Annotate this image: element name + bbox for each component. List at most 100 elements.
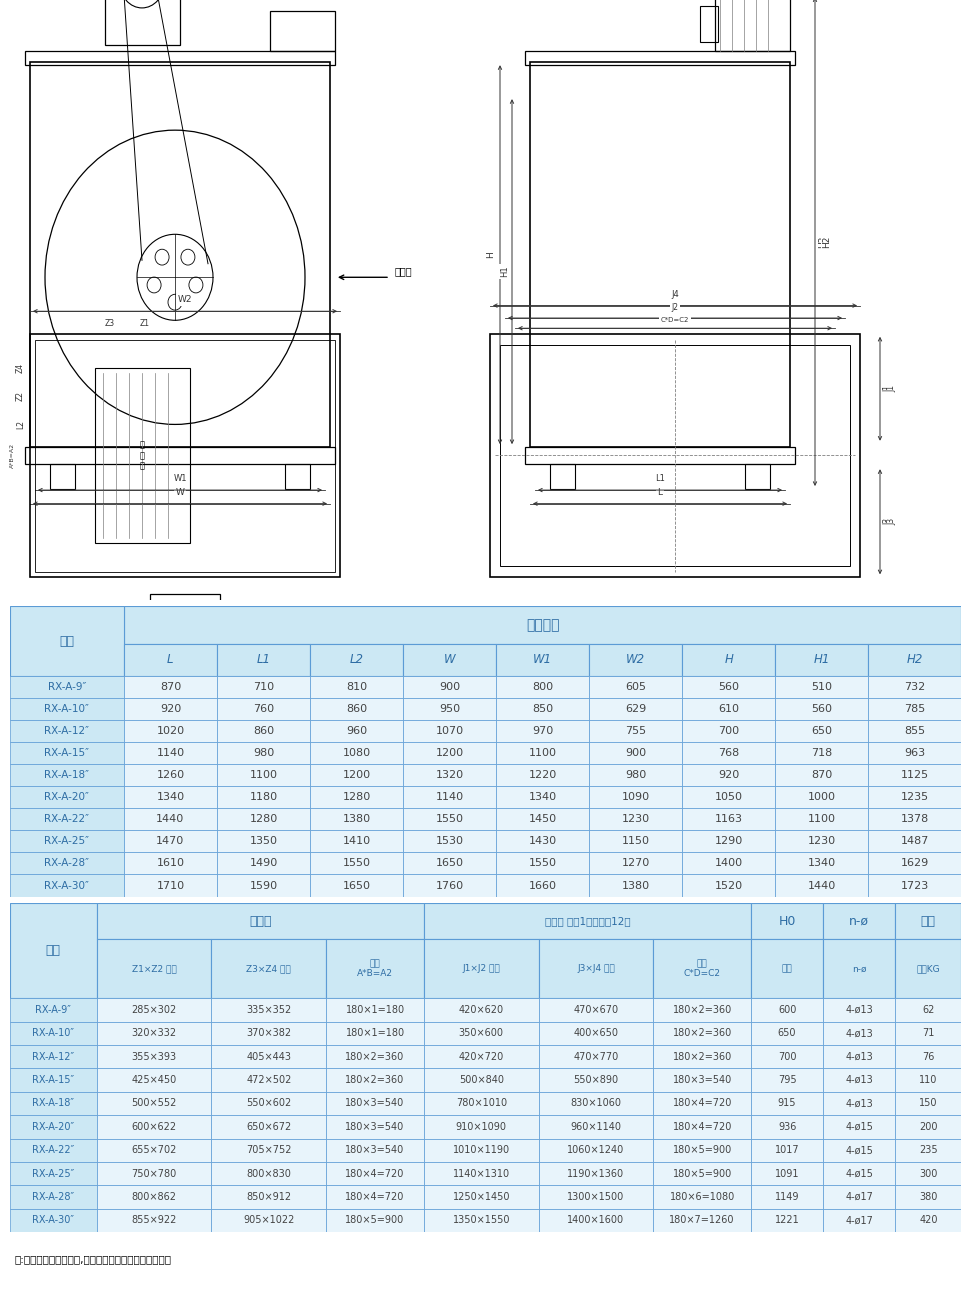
Text: 4-ø15: 4-ø15 [846,1122,873,1131]
Text: 180×2=360: 180×2=360 [673,1005,732,1015]
Text: Z3×Z4 外径: Z3×Z4 外径 [247,965,291,973]
Text: 1020: 1020 [156,726,184,737]
Bar [550,464,575,489]
Bar [751,939,823,998]
Text: 795: 795 [778,1075,796,1085]
Bar [496,831,589,853]
Bar [589,786,683,809]
Bar [539,1091,653,1115]
Bar [496,742,589,764]
Bar [326,939,424,998]
Text: 注:以上尺寸为参考尺寸,设计需要准确无误及时提出来。: 注:以上尺寸为参考尺寸,设计需要准确无误及时提出来。 [15,1254,172,1264]
Bar [35,339,335,571]
Text: 1430: 1430 [528,836,556,846]
Bar [653,1209,751,1232]
Text: 1550: 1550 [343,858,371,868]
Bar [97,1139,212,1162]
Text: 718: 718 [811,748,832,759]
Text: 1520: 1520 [715,881,743,890]
Text: 1530: 1530 [436,836,463,846]
Text: Z2: Z2 [16,391,25,401]
Text: n-ø: n-ø [853,965,866,973]
Text: J1: J1 [887,386,896,392]
Text: RX-A-28″: RX-A-28″ [32,1192,75,1202]
Bar [403,676,496,698]
Text: 4-ø17: 4-ø17 [846,1215,873,1225]
Bar [745,464,770,489]
Bar [270,12,335,50]
Text: 1490: 1490 [250,858,278,868]
Bar [653,1162,751,1186]
Bar [285,464,310,489]
Bar [217,831,310,853]
Text: 76: 76 [922,1051,934,1062]
Text: 1200: 1200 [435,748,463,759]
Text: 1590: 1590 [250,881,278,890]
Bar [424,903,751,939]
Bar [496,764,589,786]
Bar [751,1068,823,1091]
Bar [751,1162,823,1186]
Bar [751,1045,823,1068]
Bar [751,903,823,939]
Text: J3: J3 [883,519,892,525]
Bar [496,676,589,698]
Text: 500×552: 500×552 [131,1099,177,1108]
Text: 1400×1600: 1400×1600 [567,1215,624,1225]
Text: 472×502: 472×502 [247,1075,291,1085]
Bar [403,786,496,809]
Text: J3: J3 [887,519,896,525]
Text: 180×4=720: 180×4=720 [673,1122,732,1131]
Text: 850: 850 [532,704,553,715]
Bar [403,644,496,676]
Bar [212,1209,326,1232]
Text: 1221: 1221 [775,1215,799,1225]
Text: 1378: 1378 [901,814,929,824]
Bar [124,853,217,875]
Bar [823,1162,895,1186]
Text: 180×3=540: 180×3=540 [673,1075,732,1085]
Text: n-ø: n-ø [850,915,869,928]
Text: RX-A-12″: RX-A-12″ [45,726,89,737]
Text: 980: 980 [252,748,274,759]
Bar [775,831,868,853]
Text: 110: 110 [920,1075,938,1085]
Bar [868,676,961,698]
Text: 1320: 1320 [435,770,463,780]
Bar [326,1186,424,1209]
Text: 1140: 1140 [435,792,463,802]
Bar [496,809,589,831]
Text: 1470: 1470 [156,836,184,846]
Bar [10,676,124,698]
Bar [775,875,868,897]
Bar [895,1115,961,1139]
Text: 4-ø13: 4-ø13 [846,1075,873,1085]
Text: 850×912: 850×912 [247,1192,291,1202]
Text: 180×4=720: 180×4=720 [673,1099,732,1108]
Text: RX-A-15″: RX-A-15″ [45,748,89,759]
Text: RX-A-22″: RX-A-22″ [32,1146,75,1156]
Text: 壳叶: 壳叶 [921,915,936,928]
Text: 4-ø15: 4-ø15 [846,1169,873,1179]
Text: 180×2=360: 180×2=360 [673,1051,732,1062]
Text: 920: 920 [719,770,739,780]
Text: RX-A-10″: RX-A-10″ [32,1028,74,1038]
Bar [653,1115,751,1139]
Bar [868,875,961,897]
Text: RX-A-18″: RX-A-18″ [32,1099,74,1108]
Bar [895,1022,961,1045]
Text: 750×780: 750×780 [131,1169,177,1179]
Text: Z1: Z1 [140,319,150,328]
Bar [97,1162,212,1186]
Text: 560: 560 [719,682,739,691]
Text: 370×382: 370×382 [247,1028,291,1038]
Bar [124,831,217,853]
Bar [868,831,961,853]
Text: 1380: 1380 [621,881,650,890]
Text: W2: W2 [626,654,645,667]
Text: 350×600: 350×600 [458,1028,504,1038]
Bar [10,1022,97,1045]
Bar [868,720,961,742]
Text: 1150: 1150 [621,836,650,846]
Bar [124,676,217,698]
